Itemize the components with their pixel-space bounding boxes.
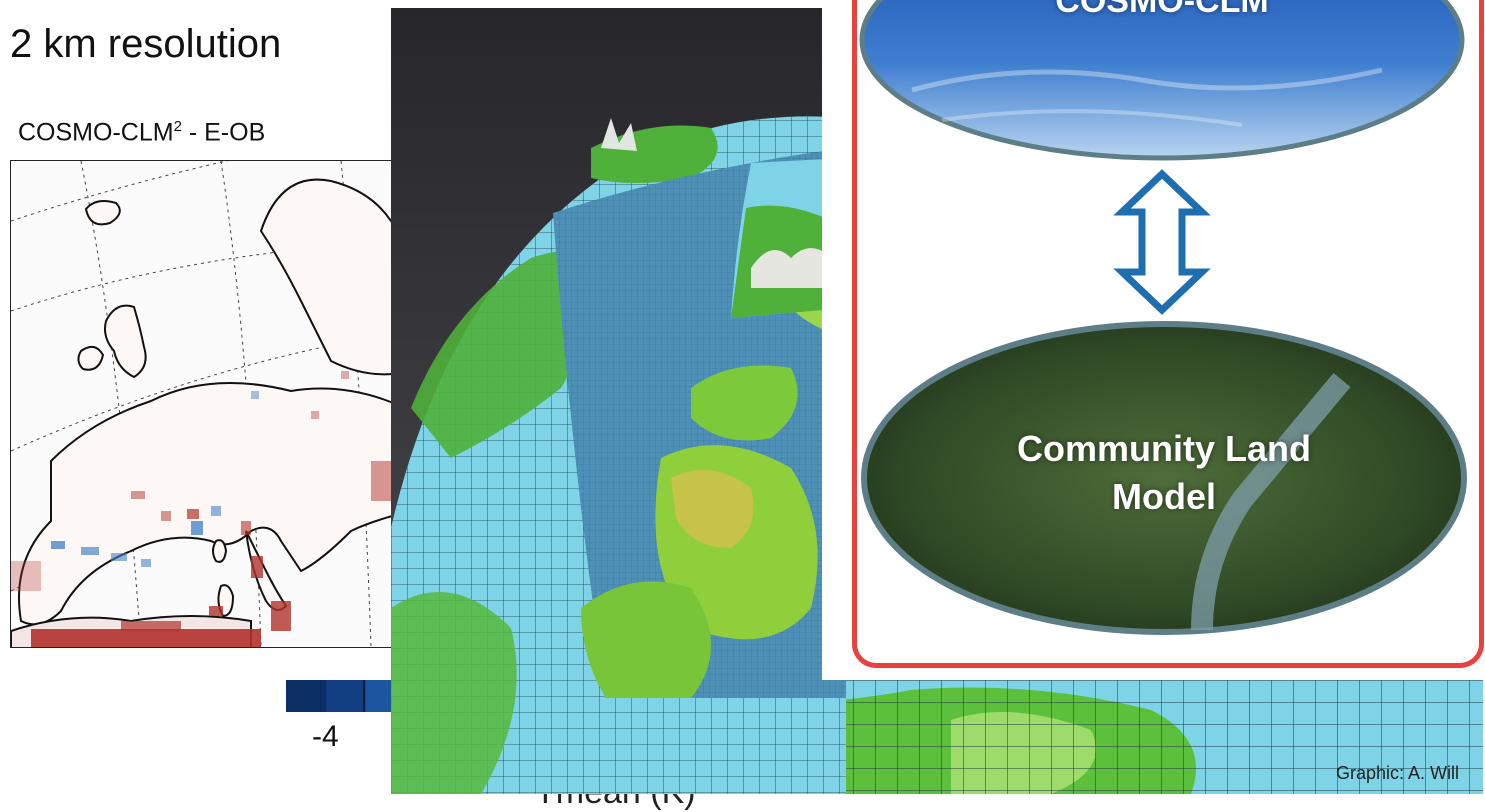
map-title-superscript: 2 bbox=[173, 118, 182, 135]
colorbar-segment-darkest bbox=[286, 680, 326, 712]
bias-map bbox=[10, 160, 412, 648]
colorbar-tick-label: -4 bbox=[312, 720, 339, 753]
europe-map-image bbox=[11, 161, 411, 647]
coupling-arrow bbox=[1113, 169, 1211, 315]
coupling-frame bbox=[852, 0, 1484, 668]
resolution-heading: 2 km resolution bbox=[10, 22, 282, 66]
land-model-label-line1: Community Land bbox=[1017, 428, 1311, 469]
map-title-suffix: - E-OB bbox=[181, 118, 266, 147]
cold-bias-cells bbox=[51, 391, 259, 567]
colorbar bbox=[286, 680, 406, 712]
coupling-diagram-image bbox=[859, 0, 1467, 635]
graphic-credit: Graphic: A. Will bbox=[1335, 763, 1459, 783]
river-shape bbox=[1191, 372, 1351, 631]
atmosphere-model-label: COSMO-CLM bbox=[1055, 0, 1269, 20]
coastline bbox=[11, 178, 411, 647]
colorbar-segment-dark bbox=[326, 680, 366, 712]
nested-domain-panel bbox=[731, 158, 846, 318]
globe-nesting-graphic bbox=[391, 8, 846, 794]
globe-image bbox=[391, 8, 846, 794]
land-model-label-line2: Model bbox=[1112, 476, 1216, 517]
map-title-prefix: COSMO-CLM bbox=[18, 118, 174, 147]
map-title: COSMO-CLM2 - E-OB bbox=[18, 118, 265, 147]
atmosphere-ellipse bbox=[859, 0, 1465, 161]
coupling-diagram: COSMO-CLM Community Land Model bbox=[822, 0, 1485, 680]
